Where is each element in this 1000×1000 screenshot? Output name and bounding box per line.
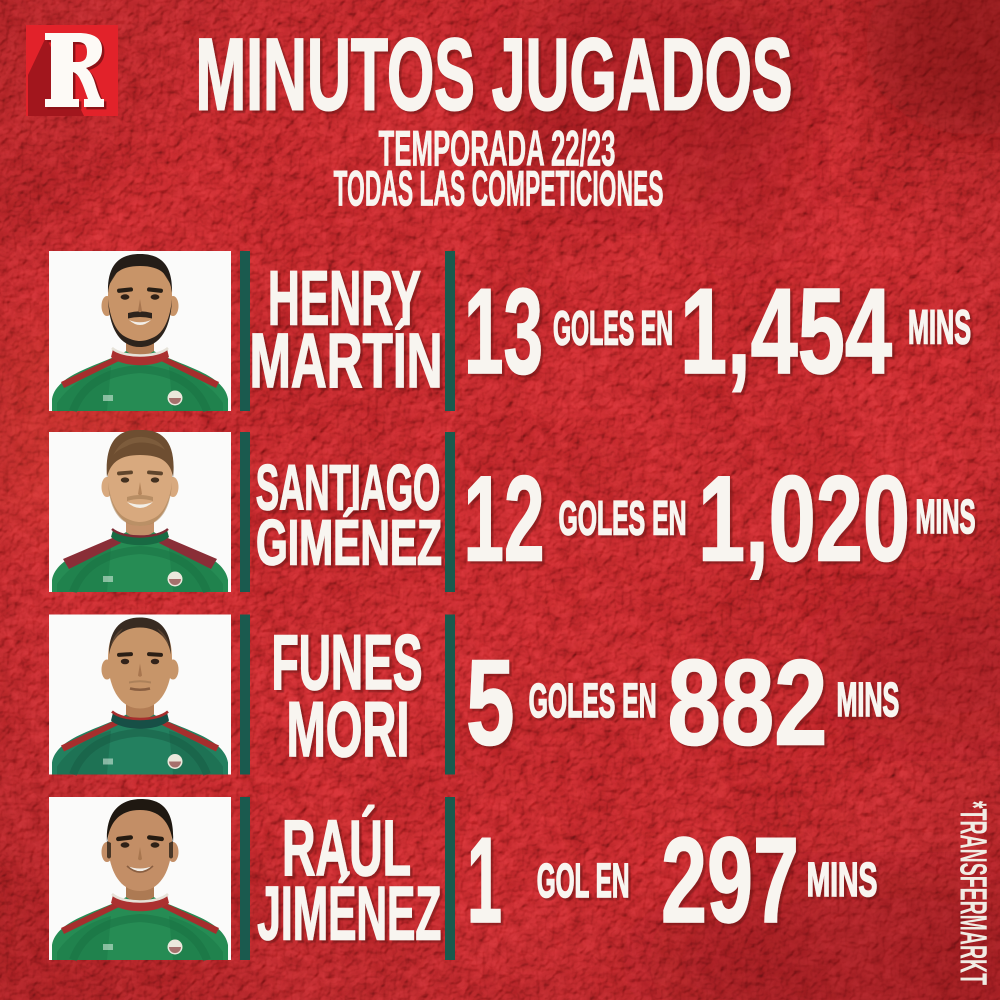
svg-text:MINS: MINS xyxy=(837,674,900,727)
svg-text:882: 882 xyxy=(668,635,828,771)
svg-text:GOL EN: GOL EN xyxy=(537,855,630,908)
svg-text:1,020: 1,020 xyxy=(698,451,910,587)
svg-text:JIMÉNEZ: JIMÉNEZ xyxy=(257,872,441,957)
svg-text:12: 12 xyxy=(464,451,545,587)
svg-text:GIMÉNEZ: GIMÉNEZ xyxy=(256,507,442,579)
svg-text:HENRY: HENRY xyxy=(268,256,421,342)
svg-text:GOLES EN: GOLES EN xyxy=(559,493,687,546)
svg-text:*TRANSFERMARKT: *TRANSFERMARKT xyxy=(952,801,994,985)
svg-text:1,454: 1,454 xyxy=(680,263,892,399)
svg-text:TEMPORADA 22/23: TEMPORADA 22/23 xyxy=(379,120,616,176)
svg-text:GOLES EN: GOLES EN xyxy=(529,675,657,728)
svg-text:MINUTOS JUGADOS: MINUTOS JUGADOS xyxy=(196,17,793,132)
svg-text:SANTIAGO: SANTIAGO xyxy=(256,452,441,524)
svg-text:RAÚL: RAÚL xyxy=(282,803,411,892)
svg-text:FUNES: FUNES xyxy=(272,618,423,706)
svg-text:MARTÍN: MARTÍN xyxy=(250,318,443,404)
svg-text:MINS: MINS xyxy=(916,491,976,544)
svg-text:1: 1 xyxy=(467,812,502,948)
svg-text:MORI: MORI xyxy=(287,685,410,773)
svg-text:MINS: MINS xyxy=(807,854,878,907)
svg-text:297: 297 xyxy=(661,812,799,948)
svg-text:GOLES EN: GOLES EN xyxy=(553,303,673,356)
svg-text:MINS: MINS xyxy=(908,302,971,355)
svg-text:TODAS LAS COMPETICIONES: TODAS LAS COMPETICIONES xyxy=(334,161,664,217)
svg-text:5: 5 xyxy=(466,635,515,771)
svg-text:13: 13 xyxy=(464,263,543,399)
